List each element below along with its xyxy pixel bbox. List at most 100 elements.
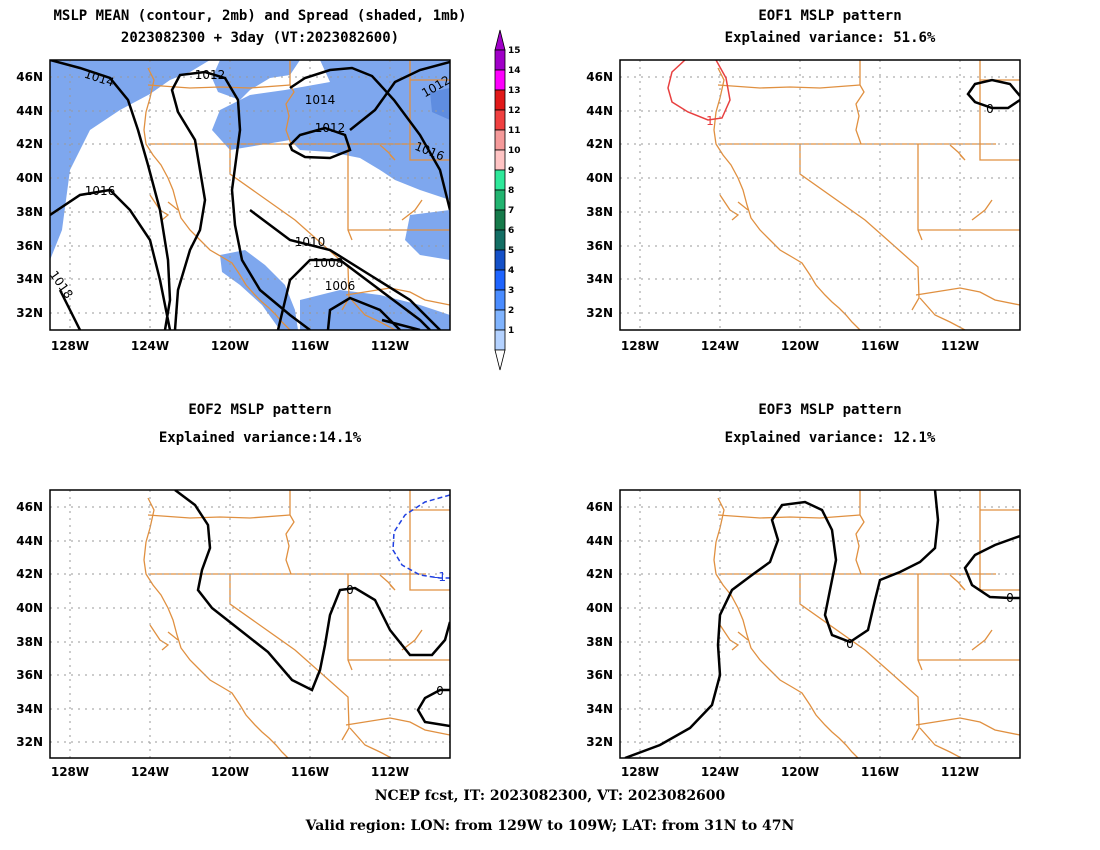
panel2-contour-labels: 1 0 xyxy=(706,102,994,128)
p1-contour-label: 1014 xyxy=(305,93,336,107)
panel3-title-line2: Explained variance:14.1% xyxy=(158,430,362,446)
colorbar-label: 13 xyxy=(508,86,521,96)
lon-label: 124W xyxy=(701,339,739,353)
lat-label: 36N xyxy=(16,239,43,253)
colorbar-label: 15 xyxy=(508,46,521,56)
lon-label: 112W xyxy=(371,765,409,779)
lon-label: 112W xyxy=(941,765,979,779)
colorbar-label: 2 xyxy=(508,306,514,316)
lat-label: 34N xyxy=(586,272,613,286)
colorbar-swatch xyxy=(494,269,506,291)
colorbar-swatch xyxy=(494,129,506,151)
lat-label: 38N xyxy=(16,205,43,219)
lat-label: 44N xyxy=(586,534,613,548)
lat-label: 40N xyxy=(16,171,43,185)
lat-label: 40N xyxy=(16,601,43,615)
lon-label: 124W xyxy=(701,765,739,779)
lon-label: 116W xyxy=(861,339,899,353)
lon-label: 120W xyxy=(781,765,819,779)
colorbar-swatch xyxy=(494,89,506,111)
panel3-axis-labels: 128W 124W 120W 116W 112W 46N 44N 42N 40N… xyxy=(16,500,409,779)
colorbar-label: 11 xyxy=(508,126,521,136)
colorbar-label: 14 xyxy=(508,66,521,76)
lat-label: 42N xyxy=(16,567,43,581)
colorbar-swatch xyxy=(494,289,506,311)
panel4-axis-labels: 128W 124W 120W 116W 112W 46N 44N 42N 40N… xyxy=(586,500,979,779)
panel2-title-line1: EOF1 MSLP pattern xyxy=(758,8,902,24)
colorbar-swatch xyxy=(494,209,506,231)
panel3-title: EOF2 MSLP pattern Explained variance:14.… xyxy=(60,402,460,446)
lat-label: 34N xyxy=(586,702,613,716)
lon-label: 128W xyxy=(51,339,89,353)
colorbar-label: 3 xyxy=(508,286,514,296)
lon-label: 128W xyxy=(51,765,89,779)
lat-label: 38N xyxy=(586,205,613,219)
panel1-map: 1014 1012 1014 1012 1016 1016 1018 1010 … xyxy=(16,59,453,353)
lat-label: 38N xyxy=(586,635,613,649)
lat-label: 32N xyxy=(586,735,613,749)
colorbar-swatch xyxy=(494,229,506,251)
colorbar-swatch xyxy=(494,329,506,351)
panel4-title-line2: Explained variance: 12.1% xyxy=(724,430,936,446)
colorbar-swatch xyxy=(494,169,506,191)
lat-label: 42N xyxy=(586,137,613,151)
colorbar-swatch xyxy=(494,309,506,331)
lat-label: 34N xyxy=(16,272,43,286)
panel2-map: 1 0 128W 124W 120W 116W 112W 46N 44N 42N… xyxy=(586,59,1021,353)
panel2-title-line2: Explained variance: 51.6% xyxy=(724,30,936,46)
panel2-axis-labels: 128W 124W 120W 116W 112W 46N 44N 42N 40N… xyxy=(586,70,979,353)
panel3-contour-labels: 0 -1 0 xyxy=(346,570,446,698)
colorbar-swatch xyxy=(494,249,506,271)
p2-contour-label: 1 xyxy=(706,114,714,128)
colorbar-label: 6 xyxy=(508,226,514,236)
colorbar-label: 7 xyxy=(508,206,514,216)
p3-contour-label: -1 xyxy=(434,570,446,584)
panel1-title: MSLP MEAN (contour, 2mb) and Spread (sha… xyxy=(0,8,520,46)
footer-forecast-info: NCEP fcst, IT: 2023082300, VT: 202308260… xyxy=(374,788,726,804)
lat-label: 36N xyxy=(16,668,43,682)
lat-label: 34N xyxy=(16,702,43,716)
lon-label: 128W xyxy=(621,765,659,779)
panel1-title-line1: MSLP MEAN (contour, 2mb) and Spread (sha… xyxy=(53,8,467,24)
panel3-title-line1: EOF2 MSLP pattern xyxy=(188,402,332,418)
lat-label: 42N xyxy=(16,137,43,151)
lon-label: 128W xyxy=(621,339,659,353)
panel4-contour-labels: 0 0 xyxy=(846,591,1014,651)
p1-contour-label: 1012 xyxy=(315,121,346,135)
p1-contour-label: 1012 xyxy=(195,68,226,82)
footer-valid-region: Valid region: LON: from 129W to 109W; LA… xyxy=(305,818,795,834)
lon-label: 124W xyxy=(131,765,169,779)
panel3-gridlines xyxy=(50,490,450,758)
panel2-gridlines xyxy=(620,60,1020,330)
panel1-axis-labels: 128W 124W 120W 116W 112W 46N 44N 42N 40N… xyxy=(16,70,409,353)
lat-label: 32N xyxy=(16,306,43,320)
p1-contour-label: 1010 xyxy=(295,235,326,249)
p1-contour-label: 1006 xyxy=(325,279,356,293)
panel2-contours xyxy=(667,60,1020,121)
colorbar-label: 9 xyxy=(508,166,514,176)
panel4-map: 0 0 128W 124W 120W 116W 112W 46N 44N 42N… xyxy=(586,489,1021,779)
panel1-contours xyxy=(50,60,450,330)
lat-label: 46N xyxy=(16,70,43,84)
lat-label: 44N xyxy=(16,534,43,548)
lat-label: 32N xyxy=(586,306,613,320)
lat-label: 36N xyxy=(586,668,613,682)
lon-label: 116W xyxy=(291,339,329,353)
lat-label: 36N xyxy=(586,239,613,253)
panel3-map: 0 -1 0 128W 124W 120W 116W 112W 46N 44N … xyxy=(16,489,451,779)
lat-label: 46N xyxy=(16,500,43,514)
lon-label: 112W xyxy=(941,339,979,353)
colorbar-label: 12 xyxy=(508,106,521,116)
panel4-title-line1: EOF3 MSLP pattern xyxy=(758,402,902,418)
colorbar-swatch xyxy=(494,49,506,71)
colorbar-swatch xyxy=(494,149,506,171)
p3-contour-label: 0 xyxy=(346,583,354,597)
panel1-gridlines xyxy=(50,60,450,330)
panel4-title: EOF3 MSLP pattern Explained variance: 12… xyxy=(630,402,1030,446)
lon-label: 116W xyxy=(291,765,329,779)
lat-label: 40N xyxy=(586,601,613,615)
panel4-contours xyxy=(624,490,1020,758)
panel3-contours xyxy=(174,490,450,728)
lat-label: 44N xyxy=(16,104,43,118)
